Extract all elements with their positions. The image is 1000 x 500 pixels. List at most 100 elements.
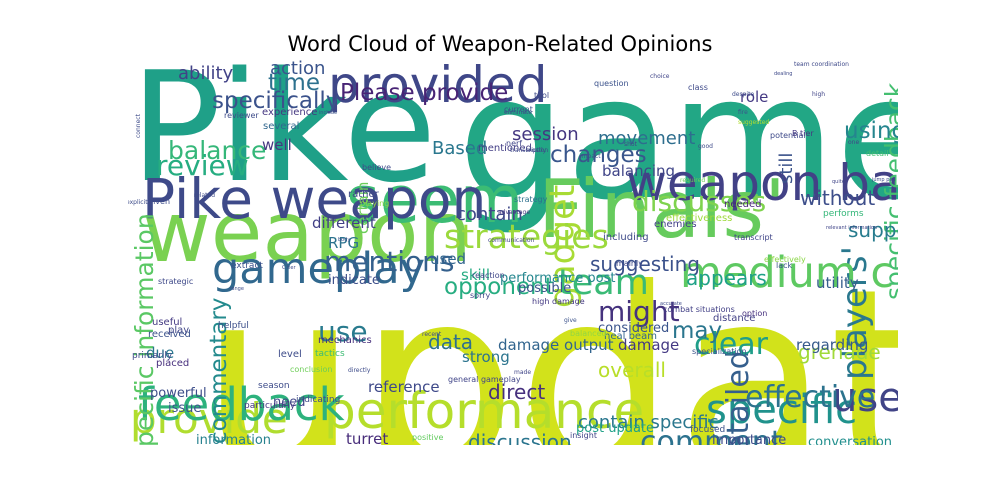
cloud-word: class [688, 84, 708, 92]
cloud-word: sorry [470, 292, 490, 300]
cloud-word: ability [178, 65, 233, 83]
chart-title: Word Cloud of Weapon-Related Opinions [0, 32, 1000, 56]
cloud-word: related [194, 193, 215, 199]
cloud-word: experience [262, 108, 317, 118]
cloud-word: team coordination [794, 62, 849, 68]
cloud-word: performs [823, 210, 864, 219]
cloud-word: communication [488, 238, 534, 244]
cloud-word: reaction [472, 272, 505, 280]
cloud-word: tactics [315, 350, 345, 359]
cloud-word: appears [686, 268, 767, 288]
cloud-word: issue [168, 402, 201, 415]
cloud-word: jump pad [872, 178, 896, 183]
cloud-word: current [504, 106, 533, 114]
cloud-word: possible [518, 282, 571, 295]
cloud-word: still [778, 153, 796, 184]
cloud-word: indicate [328, 274, 380, 287]
cloud-word: recent [422, 332, 441, 338]
cloud-word: explicit [128, 200, 148, 206]
cloud-word: include [319, 111, 337, 116]
cloud-word: useful [152, 318, 182, 328]
cloud-word: discussion [468, 432, 572, 445]
cloud-word: turret [346, 432, 388, 445]
cloud-word: extract [231, 262, 263, 271]
cloud-word: required [680, 178, 705, 184]
cloud-word: connect [136, 114, 142, 138]
cloud-word: reference [368, 380, 440, 395]
cloud-word: different [312, 216, 376, 231]
cloud-word: strategic [158, 278, 193, 286]
cloud-word: movement [598, 130, 695, 148]
cloud-word: general gameplay [448, 376, 521, 384]
cloud-word: mechanics [318, 336, 372, 346]
cloud-word: detail [866, 150, 888, 158]
cloud-word: despite [732, 92, 754, 98]
cloud-word: including [603, 233, 649, 243]
cloud-word: believe [362, 164, 391, 172]
cloud-word: question [594, 80, 629, 88]
cloud-word: received [148, 330, 191, 340]
cloud-word: impact [580, 154, 601, 160]
cloud-word: damage output [498, 338, 614, 353]
cloud-word: balanced [570, 330, 607, 338]
cloud-word: needed [724, 200, 762, 210]
cloud-word: Please provide [340, 82, 508, 105]
cloud-word: one [848, 140, 859, 146]
cloud-word: C tier [282, 266, 296, 271]
cloud-word: transcript [734, 234, 773, 242]
cloud-word: balance [168, 138, 266, 163]
cloud-word: mostly [526, 148, 546, 154]
cloud-word: give [564, 318, 577, 324]
cloud-word: without [800, 188, 875, 208]
cloud-word: B tier [792, 130, 814, 138]
cloud-word: dealing [774, 72, 792, 77]
cloud-word: made [514, 370, 531, 376]
cloud-word: given [148, 198, 170, 206]
cloud-word: utility [816, 276, 859, 291]
cloud-word: action [270, 60, 325, 78]
cloud-word: mainly [616, 260, 643, 268]
cloud-word: helpful [218, 322, 249, 331]
cloud-word: relevant information [826, 226, 877, 231]
cloud-word: balancing [602, 164, 675, 179]
cloud-word: option [742, 310, 767, 318]
cloud-word: well [262, 138, 292, 153]
cloud-word: overall [598, 360, 666, 380]
cloud-word: accurate [660, 302, 682, 307]
cloud-word: quite [832, 180, 845, 185]
cloud-word: choice [650, 74, 669, 80]
cloud-word: effective [745, 383, 875, 413]
word-cloud: updategamePikeweapon Finals' performance pr… [128, 60, 898, 445]
cloud-word: insight [570, 432, 597, 440]
cloud-word: playing [360, 200, 389, 208]
cloud-word: focused [690, 426, 725, 435]
cloud-word: advantage [498, 210, 530, 216]
cloud-word: regarding [796, 338, 868, 353]
cloud-word: reviewer [224, 112, 259, 120]
cloud-word: tool [534, 92, 549, 100]
cloud-word: information [196, 434, 271, 445]
cloud-word: specialization [692, 348, 747, 356]
cloud-word: indicating [296, 396, 340, 405]
cloud-word: effectiveness [666, 214, 732, 224]
cloud-word: used [430, 252, 466, 267]
cloud-word: directly [348, 368, 370, 374]
cloud-word: strategy [514, 196, 547, 204]
cloud-word: several [263, 122, 299, 132]
cloud-word: direct [488, 382, 545, 402]
cloud-word: strong [462, 350, 510, 365]
cloud-word: specific feedback [882, 83, 898, 300]
cloud-word: high [812, 92, 825, 98]
cloud-word: conversation [808, 436, 892, 445]
cloud-word: high damage [532, 298, 585, 306]
cloud-word: range [229, 287, 244, 292]
cloud-word: heal beam [604, 332, 657, 342]
cloud-word: suggested [738, 120, 769, 126]
cloud-word: particularly [244, 402, 295, 411]
cloud-word: lack [776, 262, 792, 270]
cloud-word: combat situations [663, 306, 735, 314]
cloud-word: good [698, 144, 713, 150]
cloud-word: importance [712, 434, 786, 445]
cloud-word: primarily [132, 352, 172, 361]
cloud-word: powerful [150, 387, 207, 400]
